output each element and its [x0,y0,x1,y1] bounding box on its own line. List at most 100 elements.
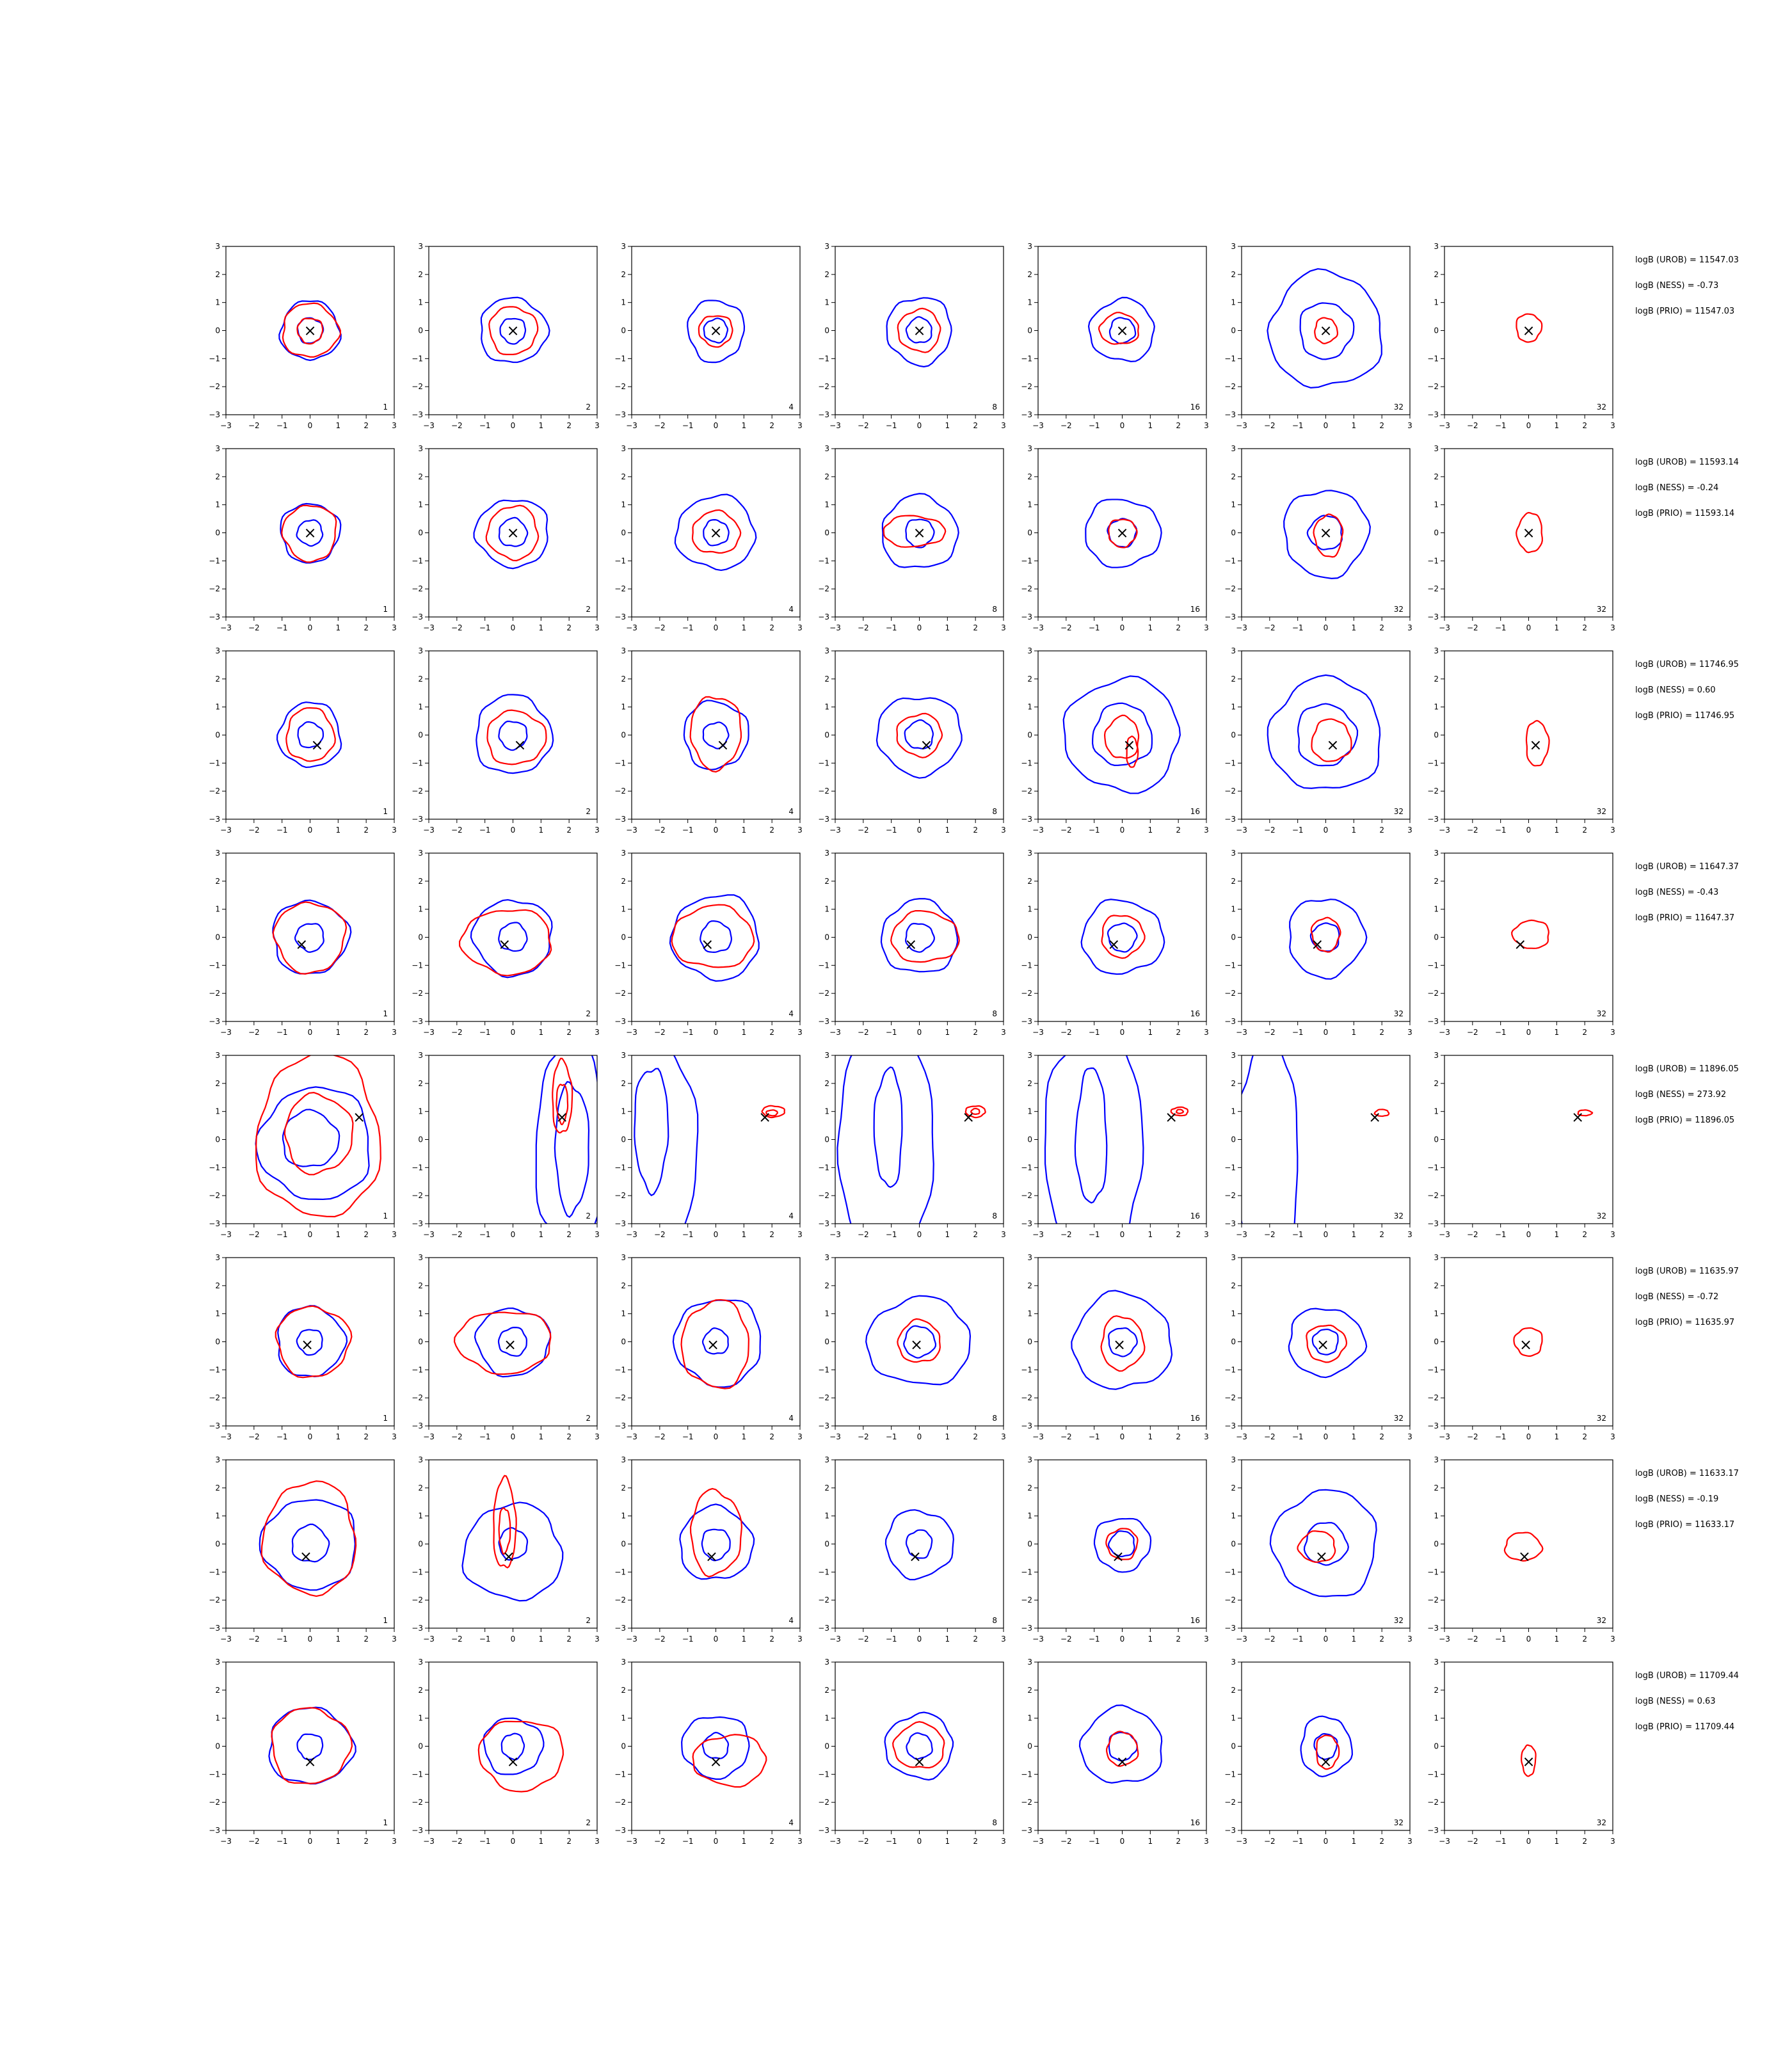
x-tick-label: 0 [714,1028,719,1037]
axes-frame [1444,852,1613,1022]
y-tick-label: −2 [1427,1393,1439,1402]
panel-r8-c7: × −3 −2 −1 0 1 2 3 −3 −2 −1 0 1 2 3 32 [1427,1658,1615,1846]
panel-r3-c2: × −3 −2 −1 0 1 2 3 −3 −2 −1 0 1 2 3 2 [412,646,600,835]
x-tick-label: −2 [451,1230,463,1239]
logb-annotation: logB (PRIO) = 11547.03 [1635,307,1734,316]
x-tick-label: 3 [1407,1432,1412,1441]
x-tick-label: −2 [248,1432,260,1441]
blue-contour [296,1733,324,1761]
x-tick-label: 3 [1407,421,1412,430]
x-tick-label: 3 [392,1432,397,1441]
red-contour [1310,916,1341,953]
red-contour [890,909,960,963]
x-tick-label: −3 [626,1432,637,1441]
x-tick-label: 3 [1001,1432,1006,1441]
blue-contour [884,1509,954,1581]
panel-n-label: 1 [383,1616,388,1625]
plot-area: × [1525,719,1550,767]
y-tick-label: 3 [418,849,423,858]
x-tick-label: 0 [511,826,516,835]
x-tick-label: −1 [1089,826,1100,835]
red-contour [1103,714,1140,759]
x-tick-label: 0 [1526,1635,1532,1644]
blue-contour [1087,296,1155,362]
panel-r3-c3: × −3 −2 −1 0 1 2 3 −3 −2 −1 0 1 2 3 4 [614,646,803,835]
panel-r7-c1: × −3 −2 −1 0 1 2 3 −3 −2 −1 0 1 2 3 1 [209,1455,397,1644]
panel-n-label: 4 [788,807,794,816]
blue-contour [1107,1327,1138,1357]
x-tick-label: 0 [1120,1635,1125,1644]
plot-area: × [1242,1055,1390,1224]
x-tick-label: 3 [595,1028,600,1037]
red-contour [1297,1530,1336,1563]
red-contour [692,1734,767,1788]
y-tick-label: −3 [818,1017,829,1026]
x-tick-label: −3 [1032,623,1044,632]
x-tick-label: −3 [1439,1837,1450,1846]
y-tick-label: −3 [614,1017,626,1026]
axes-frame [225,1661,395,1831]
x-tick-label: −1 [479,1432,491,1441]
axes-frame [631,852,801,1022]
plot-area: × [669,894,760,982]
plot-area: × [453,1308,552,1378]
x-tick-label: 2 [1582,1837,1587,1846]
x-tick-label: −2 [1467,826,1478,835]
y-tick-label: 3 [824,242,829,251]
panel-n-label: 8 [992,1009,997,1018]
x-tick-label: 3 [1001,1635,1006,1644]
blue-contour [679,1503,755,1580]
plot-area: × [461,1475,564,1602]
y-tick-label: 2 [418,1281,423,1290]
y-tick-label: 3 [1231,1253,1236,1262]
x-tick-label: 3 [1001,623,1006,632]
y-tick-label: 3 [215,646,220,655]
x-tick-label: −2 [654,1432,666,1441]
x-tick-label: 2 [1379,623,1384,632]
y-tick-label: 2 [824,1281,829,1290]
y-tick-label: 3 [621,1051,626,1060]
y-tick-label: −1 [614,1163,626,1172]
x-tick-label: −3 [829,1432,841,1441]
x-tick-label: −1 [479,1635,491,1644]
red-contour [1521,1744,1537,1777]
x-marker: × [295,935,308,953]
y-tick-label: 1 [418,1107,423,1116]
y-tick-label: 1 [1434,500,1439,509]
panel-n-label: 16 [1190,605,1200,614]
y-tick-label: −1 [209,354,220,363]
y-tick-label: −3 [209,1017,220,1026]
panel-r3-c1: × −3 −2 −1 0 1 2 3 −3 −2 −1 0 1 2 3 1 [209,646,397,835]
y-tick-label: 2 [1027,472,1032,481]
x-tick-label: 1 [945,1230,950,1239]
x-tick-label: 3 [392,421,397,430]
y-tick-label: −2 [1021,1393,1032,1402]
x-tick-label: 3 [1407,1230,1412,1239]
y-tick-label: −3 [1427,815,1439,824]
x-tick-label: 2 [1582,1635,1587,1644]
plot-area: × [1300,1715,1353,1778]
y-tick-label: −1 [1427,1567,1439,1576]
x-tick-label: −3 [1439,421,1450,430]
x-tick-label: 0 [917,826,922,835]
x-tick-label: −3 [423,1635,435,1644]
x-tick-label: 0 [1120,826,1125,835]
red-contour [897,307,941,353]
x-tick-label: 1 [1555,826,1560,835]
x-tick-label: 2 [1176,1635,1181,1644]
blue-contour [1242,1055,1299,1224]
logb-annotation: logB (PRIO) = 11647.37 [1635,913,1734,923]
x-tick-label: 0 [1324,1432,1329,1441]
y-tick-label: 2 [1434,270,1439,279]
x-tick-label: 0 [714,1837,719,1846]
y-tick-label: −2 [1224,584,1236,593]
panel-n-label: 16 [1190,807,1200,816]
y-tick-label: −1 [209,758,220,767]
x-marker: × [709,1753,722,1771]
plot-area: × [480,296,550,364]
x-tick-label: 3 [392,826,397,835]
x-marker: × [303,1753,316,1771]
y-tick-label: 2 [824,675,829,684]
